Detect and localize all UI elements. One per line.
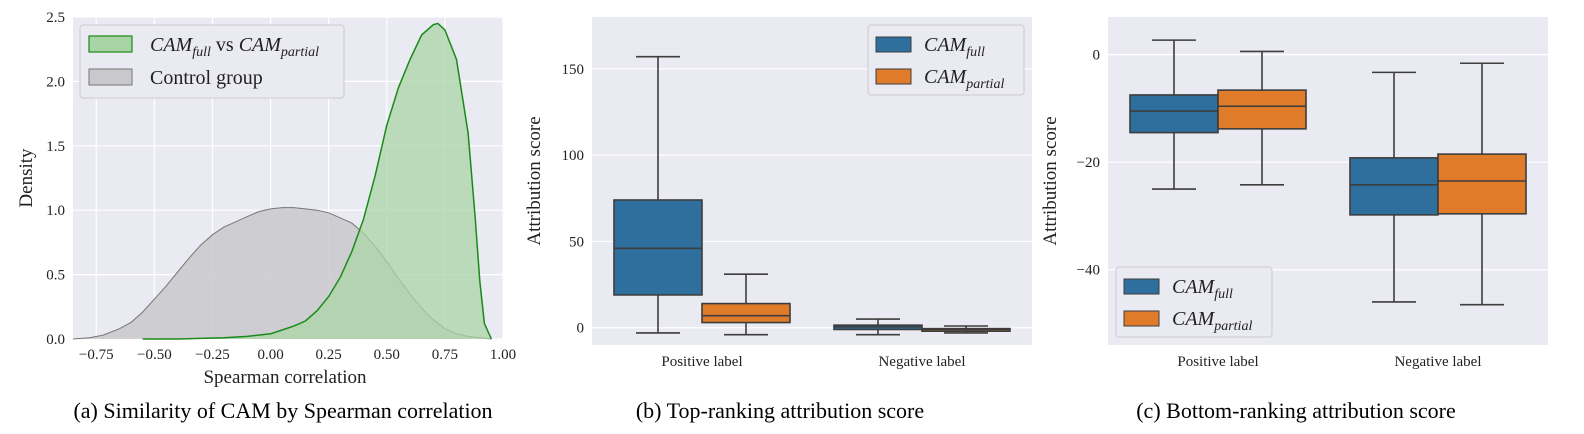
legend-swatch-control bbox=[88, 68, 133, 86]
legend-label-partial: CAMpartial bbox=[924, 66, 1004, 92]
box-full bbox=[1349, 157, 1439, 216]
box-partial bbox=[701, 302, 791, 324]
caption-b: (b) Top-ranking attribution score bbox=[636, 398, 924, 423]
legend-swatch-partial bbox=[1123, 310, 1160, 327]
legend-label-full: CAMfull bbox=[1172, 276, 1233, 302]
y-tick-label: 150 bbox=[562, 62, 585, 78]
x-tick-label: −0.75 bbox=[79, 347, 114, 363]
y-axis-label: Attribution score bbox=[524, 116, 545, 245]
y-tick-label: 100 bbox=[562, 148, 585, 164]
legend-swatch-full bbox=[1123, 278, 1160, 295]
x-tick-label: Negative label bbox=[1394, 354, 1481, 370]
y-tick-label: 0.5 bbox=[46, 268, 65, 284]
y-tick-label: 2.0 bbox=[46, 74, 65, 90]
box-full bbox=[613, 199, 703, 296]
y-tick-label: 1.5 bbox=[46, 139, 65, 155]
y-tick-label: 50 bbox=[569, 234, 584, 250]
x-tick-label: −0.50 bbox=[137, 347, 172, 363]
x-tick-label: Negative label bbox=[878, 354, 965, 370]
legend-label-control: Control group bbox=[150, 67, 263, 89]
y-axis-label: Density bbox=[16, 148, 37, 208]
box-partial bbox=[1217, 89, 1307, 130]
y-axis-label: Attribution score bbox=[1040, 116, 1061, 245]
legend-swatch-partial bbox=[875, 68, 912, 85]
y-tick-label: 0 bbox=[577, 321, 585, 337]
y-tick-label: 2.5 bbox=[46, 10, 65, 26]
caption-c: (c) Bottom-ranking attribution score bbox=[1136, 398, 1456, 423]
panel-a-density-plot: −0.75 −0.50 −0.25 0.00 0.25 0.50 0.75 1.00 0.0 0.… bbox=[16, 10, 516, 388]
y-tick-label: 0.0 bbox=[46, 332, 65, 348]
panel-b-top-ranking-boxplot: 0 50 100 150 Positive label Negative label Att… bbox=[524, 17, 1032, 370]
density-area-cam bbox=[142, 23, 492, 340]
caption-a: (a) Similarity of CAM by Spearman correl… bbox=[73, 398, 492, 423]
y-tick-label: 1.0 bbox=[46, 203, 65, 219]
panel-c-bottom-ranking-boxplot: 0 −20 −40 Positive label Negative label Attri… bbox=[1040, 17, 1548, 370]
legend-label-partial: CAMpartial bbox=[1172, 308, 1252, 334]
legend-swatch-full bbox=[875, 36, 912, 53]
legend-label-cam: CAMfull vs CAMpartial bbox=[150, 34, 319, 60]
box-partial bbox=[1437, 153, 1527, 215]
x-tick-label: Positive label bbox=[661, 354, 742, 370]
legend-label-full: CAMfull bbox=[924, 34, 985, 60]
y-tick-label: −40 bbox=[1077, 263, 1100, 279]
x-axis-label: Spearman correlation bbox=[203, 367, 367, 388]
y-tick-label: 0 bbox=[1093, 48, 1101, 64]
x-tick-label: 0.25 bbox=[316, 347, 342, 363]
x-tick-label: 0.00 bbox=[257, 347, 283, 363]
x-tick-label: 0.50 bbox=[374, 347, 400, 363]
box-full bbox=[1129, 94, 1219, 134]
legend-swatch-cam bbox=[88, 35, 133, 53]
x-tick-label: −0.25 bbox=[195, 347, 230, 363]
x-tick-label: Positive label bbox=[1177, 354, 1258, 370]
y-tick-label: −20 bbox=[1077, 155, 1100, 171]
x-tick-label: 1.00 bbox=[490, 347, 516, 363]
density-line-cam bbox=[142, 22, 493, 340]
x-tick-label: 0.75 bbox=[432, 347, 458, 363]
legend-a bbox=[79, 24, 345, 99]
